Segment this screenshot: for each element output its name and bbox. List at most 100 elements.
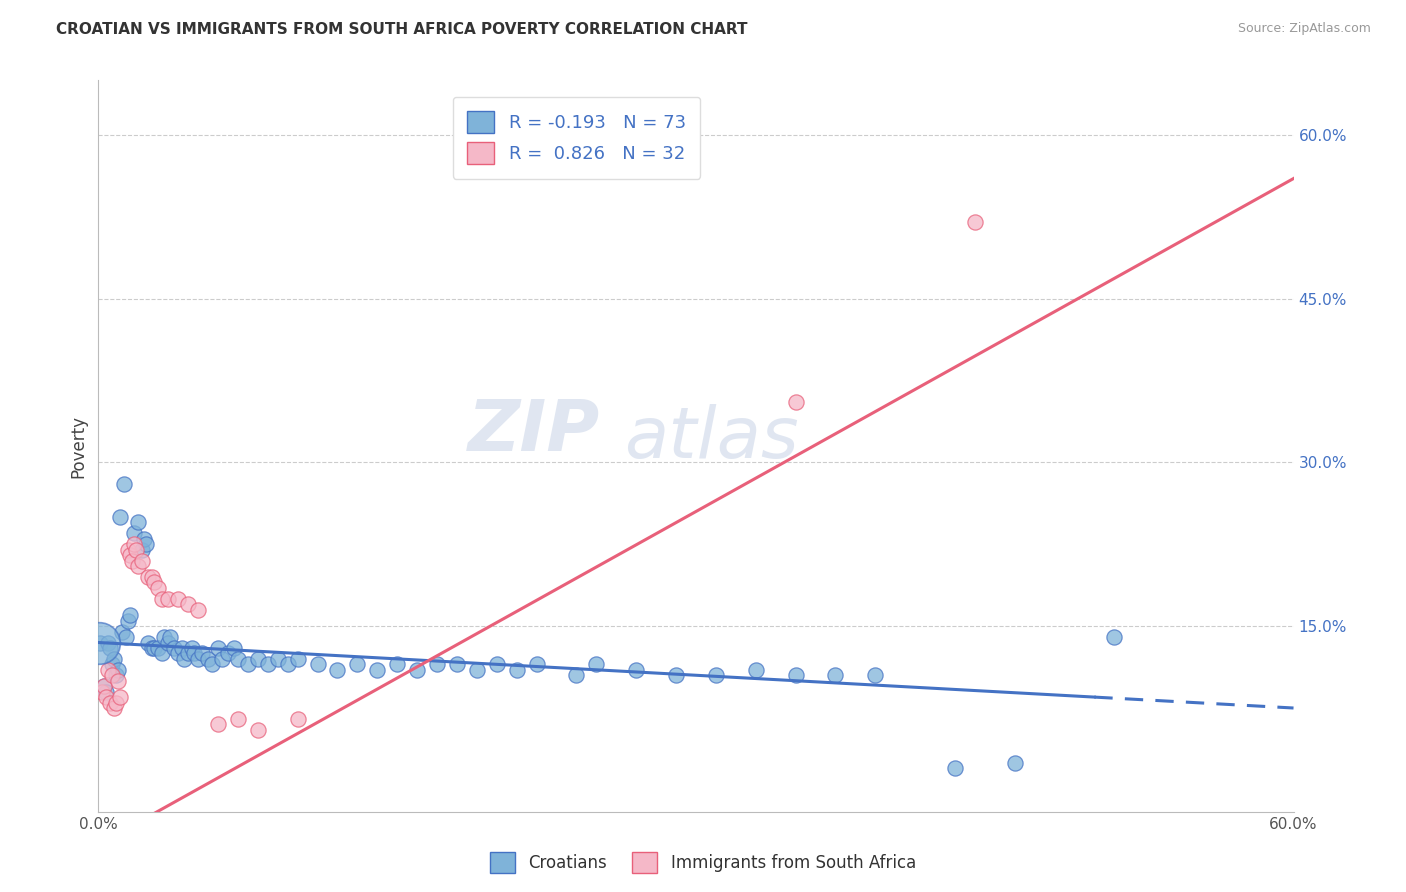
- Point: [326, 663, 349, 677]
- Point: [222, 640, 245, 655]
- Point: [97, 635, 120, 649]
- Point: [127, 516, 149, 530]
- Point: [120, 608, 142, 623]
- Point: [865, 668, 887, 682]
- Legend: R = -0.193   N = 73, R =  0.826   N = 32: R = -0.193 N = 73, R = 0.826 N = 32: [453, 96, 700, 178]
- Point: [187, 603, 209, 617]
- Point: [98, 696, 122, 710]
- Point: [385, 657, 409, 672]
- Point: [287, 712, 309, 726]
- Point: [181, 640, 204, 655]
- Point: [91, 684, 114, 698]
- Point: [107, 673, 129, 688]
- Point: [148, 581, 170, 595]
- Point: [163, 640, 186, 655]
- Point: [153, 630, 176, 644]
- Point: [197, 652, 219, 666]
- Point: [96, 684, 118, 698]
- Text: ZIP: ZIP: [468, 397, 600, 466]
- Point: [96, 690, 118, 704]
- Point: [97, 663, 120, 677]
- Point: [626, 663, 648, 677]
- Point: [745, 663, 768, 677]
- Point: [141, 570, 163, 584]
- Point: [101, 668, 124, 682]
- Point: [103, 652, 125, 666]
- Point: [143, 640, 166, 655]
- Point: [127, 559, 149, 574]
- Point: [115, 630, 138, 644]
- Point: [110, 510, 132, 524]
- Text: atlas: atlas: [624, 404, 799, 473]
- Point: [1104, 630, 1126, 644]
- Point: [256, 657, 278, 672]
- Point: [93, 679, 115, 693]
- Point: [785, 395, 807, 409]
- Point: [346, 657, 368, 672]
- Point: [98, 640, 122, 655]
- Point: [125, 542, 148, 557]
- Point: [191, 647, 214, 661]
- Point: [105, 696, 128, 710]
- Point: [246, 652, 269, 666]
- Point: [136, 635, 159, 649]
- Point: [121, 554, 143, 568]
- Point: [159, 630, 181, 644]
- Legend: Croatians, Immigrants from South Africa: Croatians, Immigrants from South Africa: [484, 846, 922, 880]
- Point: [236, 657, 259, 672]
- Point: [1004, 756, 1026, 770]
- Point: [141, 640, 163, 655]
- Point: [307, 657, 329, 672]
- Point: [211, 652, 233, 666]
- Point: [226, 652, 249, 666]
- Point: [110, 690, 132, 704]
- Point: [124, 537, 146, 551]
- Point: [704, 668, 727, 682]
- Point: [107, 663, 129, 677]
- Point: [93, 679, 115, 693]
- Point: [135, 537, 157, 551]
- Point: [366, 663, 388, 677]
- Point: [506, 663, 529, 677]
- Point: [173, 652, 195, 666]
- Point: [426, 657, 449, 672]
- Point: [89, 635, 111, 649]
- Point: [101, 657, 124, 672]
- Point: [111, 624, 134, 639]
- Point: [287, 652, 309, 666]
- Point: [267, 652, 290, 666]
- Point: [177, 597, 200, 611]
- Point: [167, 647, 190, 661]
- Point: [277, 657, 299, 672]
- Point: [565, 668, 588, 682]
- Point: [963, 215, 986, 229]
- Point: [131, 554, 153, 568]
- Point: [150, 591, 173, 606]
- Point: [187, 652, 209, 666]
- Point: [585, 657, 607, 672]
- Point: [89, 635, 111, 649]
- Point: [143, 575, 166, 590]
- Point: [526, 657, 548, 672]
- Point: [172, 640, 194, 655]
- Point: [465, 663, 488, 677]
- Point: [167, 591, 190, 606]
- Point: [124, 526, 146, 541]
- Point: [785, 668, 807, 682]
- Point: [103, 701, 125, 715]
- Point: [226, 712, 249, 726]
- Point: [183, 647, 205, 661]
- Point: [148, 640, 170, 655]
- Point: [246, 723, 269, 737]
- Point: [134, 532, 156, 546]
- Point: [665, 668, 688, 682]
- Point: [943, 761, 966, 775]
- Point: [131, 542, 153, 557]
- Point: [446, 657, 468, 672]
- Point: [207, 640, 229, 655]
- Point: [120, 548, 142, 562]
- Point: [217, 647, 239, 661]
- Point: [207, 717, 229, 731]
- Point: [112, 477, 135, 491]
- Point: [157, 591, 180, 606]
